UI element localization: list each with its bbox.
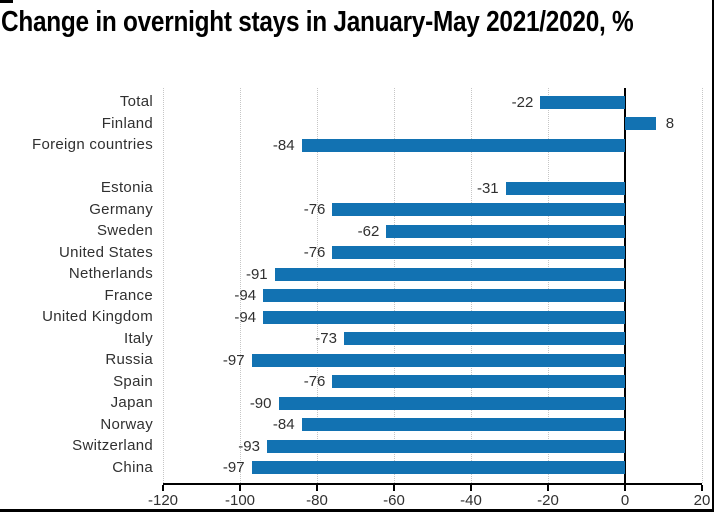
category-label: Netherlands bbox=[68, 265, 153, 282]
category-label: Sweden bbox=[96, 222, 153, 239]
category-label: Russia bbox=[105, 351, 153, 368]
category-label: China bbox=[112, 458, 153, 476]
bar bbox=[251, 353, 625, 367]
bar bbox=[505, 181, 625, 195]
bar-value-label: -84 bbox=[272, 416, 295, 433]
axis-tick-label: 0 bbox=[620, 492, 630, 509]
frame-corner-mark bbox=[0, 0, 13, 3]
bar bbox=[266, 439, 625, 453]
axis-tick-label: -80 bbox=[306, 492, 328, 509]
category-label: United Kingdom bbox=[42, 308, 153, 325]
axis-tick-label: 20 bbox=[693, 492, 711, 509]
bar-value-label: -62 bbox=[357, 222, 380, 240]
bar-value-label: -76 bbox=[303, 373, 326, 390]
plot-area: -22 8 -84 -31 -76 -62 -76 -91 -94 -94 -73 -97 -76 -90… bbox=[163, 88, 703, 485]
gridline bbox=[471, 88, 472, 483]
bar bbox=[278, 396, 625, 410]
gridline bbox=[702, 88, 703, 483]
bar bbox=[332, 203, 625, 216]
bar-value-label: -22 bbox=[511, 93, 534, 111]
bar bbox=[386, 224, 625, 238]
bar bbox=[251, 461, 625, 474]
bar-value-label: -97 bbox=[222, 459, 245, 476]
axis-tick bbox=[239, 485, 241, 491]
bar bbox=[274, 267, 625, 281]
bar-value-label: -94 bbox=[234, 308, 257, 326]
category-label: Foreign countries bbox=[32, 136, 153, 153]
axis-tick-label: -120 bbox=[147, 492, 179, 509]
zero-axis-line bbox=[624, 88, 626, 483]
axis-tick bbox=[470, 485, 472, 491]
bar bbox=[263, 289, 625, 302]
bar bbox=[332, 246, 625, 259]
axis-tick bbox=[547, 485, 549, 491]
axis-tick bbox=[701, 485, 703, 491]
category-label: Norway bbox=[100, 415, 153, 433]
bar-value-label: -90 bbox=[249, 394, 272, 412]
axis-tick bbox=[162, 485, 164, 491]
category-label: Estonia bbox=[100, 179, 153, 196]
gridline bbox=[317, 88, 318, 483]
category-label: Spain bbox=[113, 372, 153, 390]
axis-tick bbox=[393, 485, 395, 491]
bar bbox=[301, 418, 625, 431]
bar-value-label: -93 bbox=[238, 437, 260, 455]
bar-value-label: 8 bbox=[665, 115, 675, 132]
x-axis: -120 -100 -80 -60 -40 -20 0 20 bbox=[148, 485, 710, 511]
axis-tick-label: -40 bbox=[460, 492, 482, 509]
gridline bbox=[394, 88, 395, 483]
gridline bbox=[548, 88, 549, 483]
bar-value-label: -31 bbox=[476, 179, 499, 197]
axis-tick-label: -60 bbox=[383, 492, 405, 509]
bar-value-label: -91 bbox=[245, 265, 268, 283]
bar bbox=[540, 95, 625, 109]
bar bbox=[625, 117, 656, 130]
category-label: Italy bbox=[123, 329, 153, 347]
category-label: France bbox=[104, 286, 153, 304]
category-label: Finland bbox=[101, 114, 153, 132]
gridline bbox=[240, 88, 241, 483]
category-label: Total bbox=[119, 93, 153, 110]
frame-border-right bbox=[712, 0, 714, 512]
bar-value-label: -73 bbox=[315, 330, 337, 347]
category-label: Japan bbox=[110, 394, 153, 411]
bar-value-label: -76 bbox=[303, 244, 326, 261]
frame-border-bottom bbox=[0, 509, 714, 512]
bar-value-label: -97 bbox=[222, 351, 245, 369]
bar bbox=[343, 332, 625, 345]
category-label: Germany bbox=[89, 200, 153, 218]
category-label: United States bbox=[59, 243, 153, 261]
axis-tick-label: -20 bbox=[537, 492, 559, 509]
bar-value-label: -84 bbox=[272, 136, 295, 154]
bar bbox=[301, 138, 625, 152]
category-label: Switzerland bbox=[72, 437, 153, 454]
axis-tick bbox=[624, 485, 626, 491]
axis-tick-label: -100 bbox=[224, 492, 256, 509]
bar-value-label: -76 bbox=[303, 201, 326, 218]
bar bbox=[332, 375, 625, 388]
category-axis: Total Finland Foreign countries Estonia Germ… bbox=[0, 88, 153, 483]
axis-tick bbox=[316, 485, 318, 491]
bar bbox=[263, 310, 625, 324]
bar-value-label: -94 bbox=[234, 287, 257, 304]
gridline bbox=[163, 88, 164, 483]
chart-title: Change in overnight stays in January-May… bbox=[1, 6, 634, 38]
